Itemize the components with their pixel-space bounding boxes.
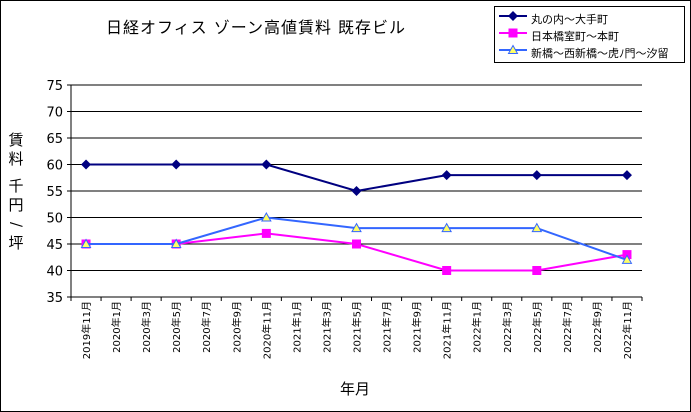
series-line — [86, 232, 628, 272]
legend-marker — [507, 44, 519, 54]
legend-label: 日本橋室町～本町 — [531, 30, 619, 43]
y-tick-label: 75 — [46, 79, 63, 94]
x-tick-label: 2020年5月 — [170, 301, 183, 353]
x-tick-label: 2022年7月 — [561, 301, 574, 353]
legend-swatch — [499, 11, 527, 21]
y-tick-label: 50 — [46, 212, 63, 227]
data-point — [170, 238, 182, 248]
x-tick-label: 2020年7月 — [200, 301, 213, 353]
data-point — [621, 170, 632, 181]
y-tick-label: 65 — [46, 132, 63, 147]
x-tick-label: 2021年1月 — [290, 301, 303, 353]
x-tick-label: 2022年9月 — [591, 301, 604, 353]
data-point — [442, 266, 452, 275]
x-tick-label: 2022年11月 — [621, 301, 634, 359]
y-axis-label-part: 千円 / 坪 — [7, 177, 26, 252]
x-tick-label: 2022年5月 — [531, 301, 544, 353]
y-tick-label: 60 — [46, 159, 63, 174]
data-point — [352, 239, 361, 249]
x-tick-label: 2021年3月 — [320, 301, 333, 353]
data-point — [80, 238, 92, 248]
data-point — [441, 222, 453, 233]
y-tick-label: 45 — [46, 238, 63, 253]
legend-item: 丸の内～大手町 — [495, 9, 685, 26]
legend-label: 丸の内～大手町 — [531, 13, 608, 26]
x-tick-label: 2022年3月 — [501, 301, 514, 353]
legend-label: 新橋～西新橋～虎ﾉ門～汐留 — [531, 47, 669, 60]
x-tick-label: 2021年7月 — [381, 301, 394, 353]
x-tick-label: 2022年1月 — [471, 301, 484, 353]
y-tick-label: 35 — [46, 291, 63, 306]
y-axis-label: 賃料 千円 / 坪 — [3, 131, 29, 253]
legend-item: 新橋～西新橋～虎ﾉ門～汐留 — [495, 43, 685, 60]
x-tick-label: 2021年9月 — [411, 301, 424, 353]
x-axis-label: 年月 — [340, 380, 371, 398]
legend-marker — [508, 11, 518, 21]
data-point — [531, 222, 543, 233]
legend-swatch — [499, 28, 527, 38]
data-point — [441, 170, 452, 181]
y-tick-label: 55 — [46, 185, 63, 200]
x-tick-label: 2019年11月 — [80, 301, 93, 359]
x-tick-label: 2020年3月 — [140, 301, 153, 353]
y-tick-label: 70 — [46, 106, 63, 121]
x-tick-label: 2020年1月 — [110, 301, 123, 353]
data-point — [532, 266, 542, 275]
data-point — [621, 254, 633, 264]
y-tick-label: 40 — [46, 265, 63, 280]
data-point — [261, 228, 271, 238]
legend-item: 日本橋室町～本町 — [495, 26, 685, 43]
data-point — [531, 170, 542, 181]
data-point — [261, 159, 272, 170]
x-tick-label: 2021年11月 — [441, 301, 454, 359]
x-tick-label: 2021年5月 — [351, 301, 364, 353]
legend-marker — [508, 28, 518, 38]
data-point — [260, 211, 272, 222]
chart-title: 日経オフィス ゾーン高値賃料 既存ビル — [106, 18, 407, 37]
data-point — [351, 186, 362, 196]
data-point — [171, 159, 182, 170]
legend-swatch — [499, 44, 527, 54]
data-point — [351, 222, 362, 233]
legend: 丸の内～大手町 日本橋室町～本町新橋～西新橋～虎ﾉ門～汐留 — [494, 6, 685, 63]
x-tick-label: 2020年11月 — [260, 301, 273, 359]
data-point — [81, 159, 92, 170]
y-axis-label-part: 賃料 — [8, 131, 24, 168]
x-tick-label: 2020年9月 — [230, 301, 243, 353]
